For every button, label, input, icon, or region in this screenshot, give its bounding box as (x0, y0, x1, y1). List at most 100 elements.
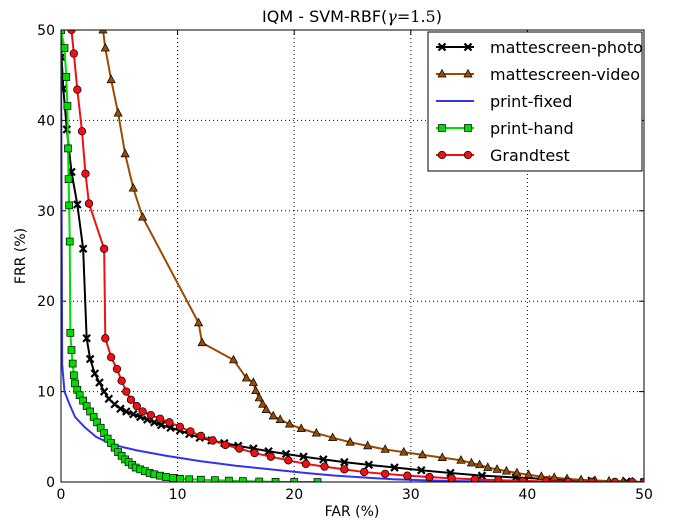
series-point-mattescreen-video (138, 211, 148, 221)
series-point-mattescreen-video (437, 452, 447, 461)
legend-item-mattescreen-video: mattescreen-video (436, 65, 640, 84)
series-point-grandtest (425, 472, 434, 482)
series-point-mattescreen-photo (85, 354, 95, 364)
series-point-mattescreen-video (261, 404, 271, 414)
series-point-mattescreen-video (128, 182, 138, 192)
chart-title-gamma: γ (387, 7, 397, 26)
series-point-mattescreen-video (466, 457, 477, 467)
series-line-print-fixed (61, 30, 528, 482)
legend-item-print-hand: print-hand (436, 119, 574, 138)
series-point-mattescreen-photo (417, 465, 426, 475)
series-point-mattescreen-photo (90, 369, 100, 378)
y-tick-label: 20 (37, 294, 55, 310)
series-point-mattescreen-video (100, 42, 110, 52)
series-point-print-hand (64, 175, 73, 184)
series-point-mattescreen-video (228, 354, 239, 364)
series-point-mattescreen-video (275, 414, 285, 423)
series-point-grandtest (403, 471, 412, 480)
y-tick-label: 10 (37, 385, 55, 401)
series-point-print-hand (290, 478, 299, 482)
series-point-mattescreen-photo (156, 420, 166, 430)
series-point-mattescreen-video (363, 440, 373, 450)
grid-layer (61, 30, 644, 482)
series-point-grandtest (73, 85, 82, 94)
series-point-grandtest (235, 444, 244, 453)
series-point-mattescreen-video (106, 74, 116, 84)
series-point-mattescreen-video (311, 427, 321, 437)
series-point-grandtest (196, 431, 206, 441)
series-point-mattescreen-video (120, 148, 130, 158)
legend-marker-print-hand (464, 124, 472, 132)
series-point-mattescreen-video (501, 465, 511, 475)
series-point-mattescreen-video (483, 462, 493, 471)
series-point-grandtest (541, 477, 551, 482)
legend-marker-mattescreen-video (463, 68, 473, 78)
series-point-grandtest (69, 49, 78, 58)
series-point-mattescreen-photo (299, 452, 308, 461)
series-point-grandtest (250, 448, 259, 458)
series-point-print-hand (197, 475, 205, 482)
series-point-mattescreen-photo (477, 471, 487, 480)
series-point-mattescreen-video (475, 459, 485, 469)
x-axis-label: FAR (%) (325, 504, 380, 520)
series-point-mattescreen-video (241, 372, 251, 382)
legend-marker-grandtest (437, 150, 447, 160)
legend-marker-mattescreen-photo (463, 42, 473, 52)
legend: mattescreen-photo mattescreen-video print-… (427, 31, 643, 172)
series-point-mattescreen-photo (340, 457, 349, 467)
legend-label-grandtest: Grandtest (490, 146, 570, 165)
series-point-mattescreen-video (456, 455, 466, 464)
series-point-grandtest (266, 452, 276, 461)
series-point-grandtest (138, 407, 147, 416)
series-point-grandtest (81, 169, 90, 178)
series-point-grandtest (106, 353, 116, 362)
x-tick-label: 0 (57, 487, 66, 503)
series-point-mattescreen-video (380, 444, 390, 453)
series-point-mattescreen-photo (95, 378, 104, 387)
series-point-grandtest (284, 456, 293, 465)
series-point-mattescreen-video (258, 399, 268, 408)
series-point-mattescreen-video (523, 469, 534, 479)
series-point-mattescreen-photo (129, 409, 138, 419)
series-point-grandtest (77, 127, 87, 136)
series-point-print-hand (169, 474, 177, 482)
series-point-print-hand (61, 44, 69, 52)
legend-marker-mattescreen-photo (437, 42, 447, 52)
series-point-print-hand (63, 102, 72, 110)
y-tick-label: 40 (37, 113, 55, 129)
legend-item-grandtest: Grandtest (436, 146, 570, 165)
series-point-grandtest (101, 334, 110, 343)
series-point-print-hand (211, 476, 219, 482)
series-point-mattescreen-video (536, 471, 546, 480)
series-line-mattescreen-photo (61, 30, 644, 482)
series-point-grandtest (380, 469, 390, 479)
series-point-print-hand (61, 30, 65, 34)
series-point-grandtest (628, 477, 637, 482)
series-point-grandtest (126, 395, 136, 404)
series-layer (61, 30, 644, 482)
legend-label-print-fixed: print-fixed (490, 92, 572, 111)
legend-item-mattescreen-photo: mattescreen-photo (436, 38, 643, 57)
series-point-mattescreen-video (296, 423, 306, 433)
series-point-mattescreen-photo (116, 404, 125, 414)
series-point-print-hand (67, 346, 76, 354)
series-line-print-hand (61, 30, 318, 482)
series-point-grandtest (221, 440, 230, 450)
series-point-print-hand (239, 477, 247, 482)
legend-marker-print-hand (438, 124, 446, 132)
series-point-mattescreen-photo (73, 200, 82, 209)
legend-label-mattescreen-photo: mattescreen-photo (490, 38, 643, 57)
series-point-mattescreen-video (254, 392, 264, 402)
series-print-hand (61, 30, 322, 482)
series-point-mattescreen-video (194, 317, 204, 327)
legend-label-print-hand: print-hand (490, 119, 574, 138)
series-print-fixed (61, 30, 528, 482)
series-point-grandtest (132, 401, 141, 411)
x-tick-label: 40 (518, 487, 536, 503)
series-point-mattescreen-video (512, 467, 522, 477)
series-point-grandtest (112, 364, 122, 374)
x-tick-label: 50 (635, 487, 653, 503)
series-point-grandtest (518, 476, 527, 482)
